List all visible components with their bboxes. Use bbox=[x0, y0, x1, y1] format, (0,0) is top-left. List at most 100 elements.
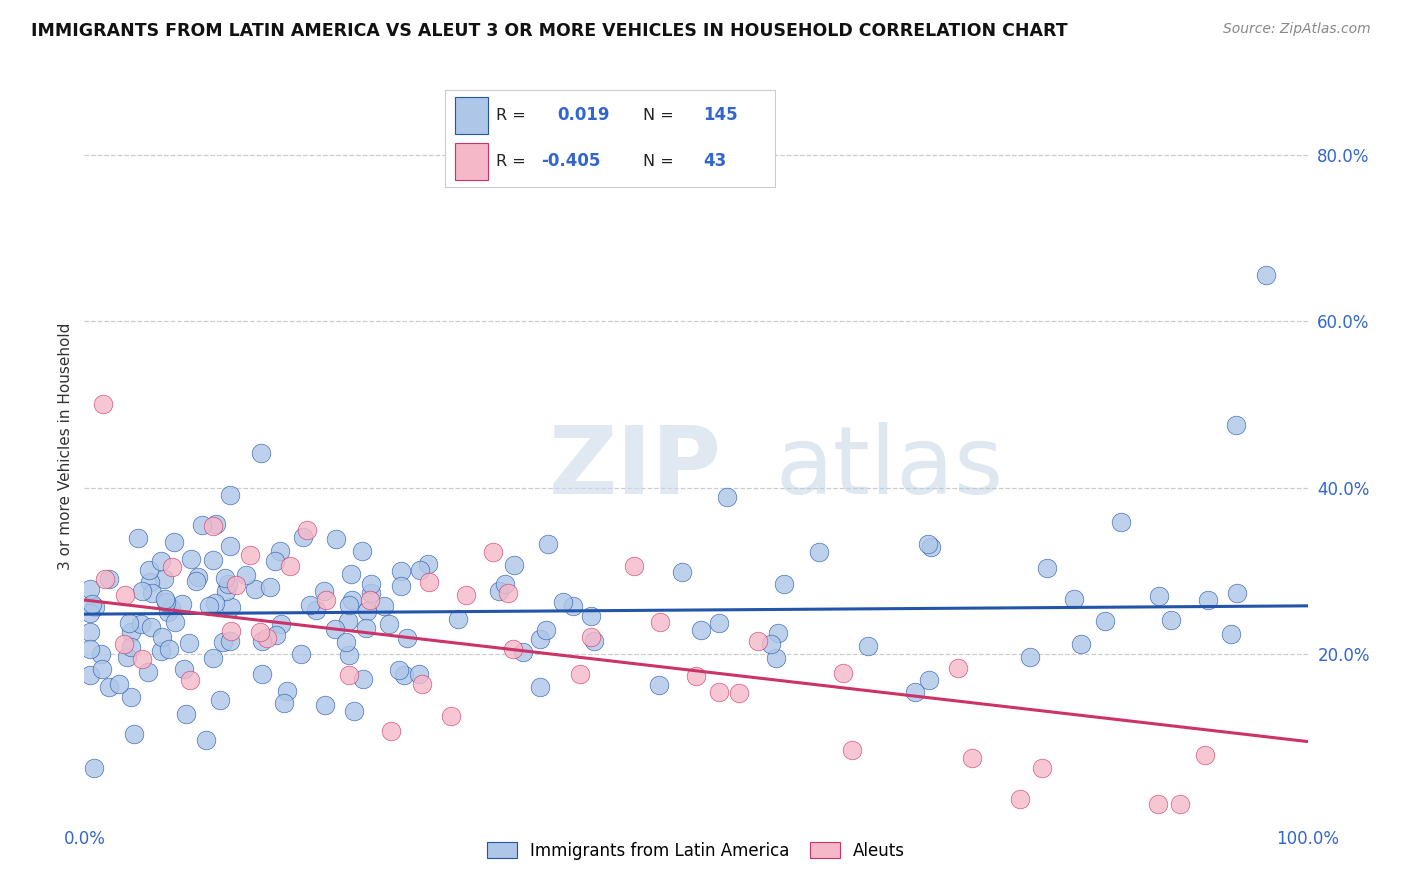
Point bbox=[120, 640, 142, 655]
Point bbox=[150, 630, 173, 644]
Point bbox=[707, 616, 730, 631]
Point bbox=[918, 673, 941, 687]
Point bbox=[138, 563, 160, 577]
Point bbox=[709, 685, 731, 699]
Point bbox=[1225, 418, 1247, 433]
Point bbox=[917, 536, 939, 550]
Point bbox=[180, 552, 202, 566]
Point bbox=[690, 623, 713, 637]
Point bbox=[214, 571, 236, 585]
Point bbox=[1160, 614, 1182, 628]
Point bbox=[249, 446, 271, 460]
Point bbox=[648, 677, 671, 691]
Point bbox=[343, 704, 366, 718]
Point bbox=[648, 615, 671, 629]
Point bbox=[120, 625, 142, 640]
Point bbox=[447, 611, 470, 625]
Point bbox=[1194, 748, 1216, 763]
Point bbox=[360, 577, 382, 591]
Point bbox=[502, 642, 524, 657]
Point bbox=[91, 397, 114, 411]
Point bbox=[150, 554, 173, 568]
Point bbox=[335, 634, 357, 648]
Point bbox=[1031, 761, 1053, 775]
Point bbox=[177, 635, 200, 649]
Point bbox=[389, 579, 412, 593]
Point bbox=[416, 557, 439, 571]
Point bbox=[1070, 636, 1092, 650]
Point bbox=[84, 599, 107, 614]
Point bbox=[1197, 593, 1219, 607]
Point bbox=[395, 631, 418, 645]
Point bbox=[278, 558, 301, 573]
Point bbox=[325, 532, 347, 546]
Point bbox=[219, 634, 242, 648]
Point bbox=[623, 558, 645, 573]
Point bbox=[312, 584, 335, 599]
Point bbox=[337, 598, 360, 612]
Point bbox=[202, 651, 225, 665]
Point bbox=[131, 616, 153, 631]
Point bbox=[264, 554, 287, 568]
Point bbox=[250, 633, 273, 648]
Point bbox=[340, 593, 363, 607]
Point bbox=[184, 574, 207, 588]
Point bbox=[160, 559, 183, 574]
Point bbox=[569, 667, 592, 681]
Point bbox=[198, 599, 221, 613]
Point bbox=[716, 490, 738, 504]
Text: Source: ZipAtlas.com: Source: ZipAtlas.com bbox=[1223, 22, 1371, 37]
Text: atlas: atlas bbox=[776, 423, 1004, 515]
Point bbox=[195, 733, 218, 747]
Point bbox=[1147, 797, 1170, 811]
Point bbox=[759, 637, 782, 651]
Point bbox=[295, 523, 318, 537]
Point bbox=[90, 647, 112, 661]
Point bbox=[204, 597, 226, 611]
Point bbox=[356, 604, 378, 618]
Point bbox=[256, 631, 278, 645]
Point bbox=[290, 648, 312, 662]
Point bbox=[98, 680, 121, 694]
Point bbox=[339, 648, 361, 662]
Point bbox=[529, 680, 551, 694]
Point bbox=[131, 583, 153, 598]
Point bbox=[350, 544, 373, 558]
Point bbox=[239, 549, 262, 563]
Point bbox=[159, 601, 181, 615]
Point bbox=[488, 584, 510, 599]
Point bbox=[496, 586, 519, 600]
Point bbox=[388, 663, 411, 677]
Point bbox=[98, 572, 121, 586]
Point bbox=[1219, 627, 1241, 641]
Point bbox=[1109, 515, 1132, 529]
Y-axis label: 3 or more Vehicles in Household: 3 or more Vehicles in Household bbox=[58, 322, 73, 570]
Point bbox=[165, 615, 187, 629]
Point bbox=[269, 544, 291, 558]
Point bbox=[831, 665, 853, 680]
Point bbox=[243, 582, 266, 596]
Point bbox=[94, 572, 117, 586]
Point bbox=[439, 709, 461, 723]
Point bbox=[1008, 792, 1031, 806]
Point bbox=[122, 727, 145, 741]
Point bbox=[315, 593, 337, 607]
Point bbox=[408, 667, 430, 681]
Point bbox=[90, 662, 112, 676]
Point bbox=[773, 577, 796, 591]
Point bbox=[337, 668, 360, 682]
Point bbox=[174, 707, 197, 722]
Point bbox=[273, 696, 295, 710]
Point bbox=[562, 599, 585, 614]
Point bbox=[152, 572, 174, 586]
Point bbox=[1170, 797, 1192, 811]
Point bbox=[671, 566, 693, 580]
Point bbox=[409, 563, 432, 577]
Point bbox=[80, 597, 103, 611]
Legend: Immigrants from Latin America, Aleuts: Immigrants from Latin America, Aleuts bbox=[481, 835, 911, 866]
Point bbox=[1147, 589, 1170, 603]
Point bbox=[340, 567, 363, 582]
Point bbox=[494, 577, 516, 591]
Point bbox=[360, 586, 382, 600]
Point bbox=[112, 637, 135, 651]
